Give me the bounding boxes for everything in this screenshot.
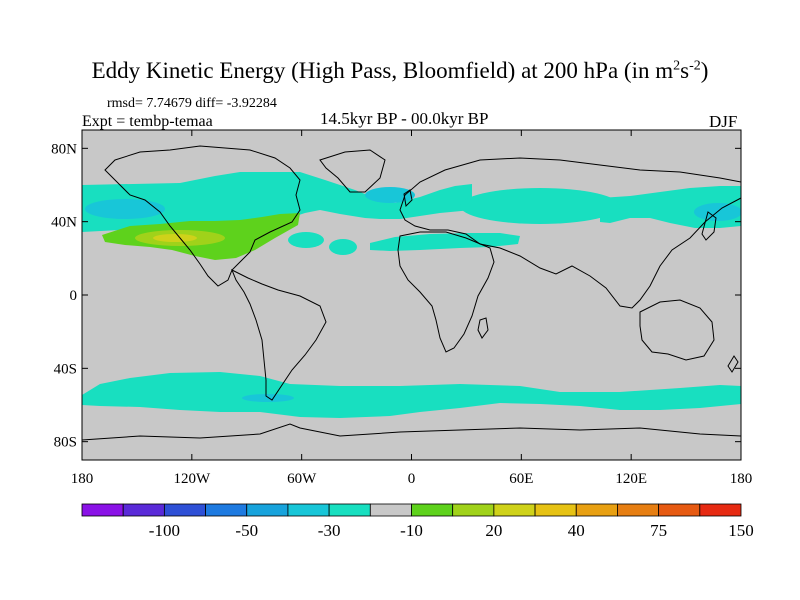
colorbar-label: -10 xyxy=(400,521,423,540)
colorbar-swatch xyxy=(246,503,289,517)
colorbar-label: -50 xyxy=(235,521,258,540)
colorbar: -100 -50 -30 -10 20 40 75 150 xyxy=(81,503,754,540)
colorbar-label: 20 xyxy=(485,521,502,540)
colorbar-swatch xyxy=(534,503,577,517)
colorbar-swatch xyxy=(163,503,206,517)
colorbar-swatch xyxy=(328,503,371,517)
pacific-blue xyxy=(85,199,165,219)
colorbar-swatch xyxy=(699,503,742,517)
sh-blue xyxy=(242,394,294,402)
colorbar-swatch xyxy=(287,503,330,517)
colorbar-swatch xyxy=(122,503,165,517)
colorbar-swatch xyxy=(617,503,660,517)
colorbar-swatch xyxy=(205,503,248,517)
nh-band-west xyxy=(82,172,472,232)
period-label: 14.5kyr BP - 00.0kyr BP xyxy=(320,109,489,128)
japan-blue xyxy=(694,203,741,221)
lat-tick-label: 80N xyxy=(51,141,77,157)
season-label: DJF xyxy=(709,112,738,131)
colorbar-swatch xyxy=(369,503,412,517)
colorbar-swatch xyxy=(575,503,618,517)
lon-tick-label: 180 xyxy=(71,471,94,487)
colorbar-swatch xyxy=(658,503,701,517)
atlantic-band xyxy=(370,233,520,251)
colorbar-label: -100 xyxy=(149,521,180,540)
latitude-axis: 80N 40N 0 40S 80S xyxy=(51,141,741,451)
mid-atlantic-blob xyxy=(329,239,357,255)
lon-tick-label: 120W xyxy=(173,471,211,487)
lon-tick-label: 60E xyxy=(509,471,533,487)
colorbar-label: 75 xyxy=(650,521,667,540)
lon-tick-label: 60W xyxy=(287,471,317,487)
stats-label: rmsd= 7.74679 diff= -3.92284 xyxy=(107,96,277,111)
plot-title: Eddy Kinetic Energy (High Pass, Bloomfie… xyxy=(91,58,709,83)
colorbar-swatch xyxy=(493,503,536,517)
atlantic-blob xyxy=(288,232,324,248)
lon-tick-label: 180 xyxy=(730,471,753,487)
colorbar-swatch xyxy=(452,503,495,517)
lat-tick-label: 0 xyxy=(70,288,78,304)
lat-tick-label: 80S xyxy=(54,435,77,451)
na-yellow xyxy=(153,234,197,242)
lat-tick-label: 40S xyxy=(54,361,77,377)
lon-tick-label: 0 xyxy=(408,471,416,487)
sh-band xyxy=(82,372,741,418)
colorbar-label: -30 xyxy=(318,521,341,540)
colorbar-label: 40 xyxy=(568,521,585,540)
greenland-blue xyxy=(365,187,415,203)
nh-band-center xyxy=(460,188,620,224)
longitude-axis: 180 120W 60W 0 60E 120E 180 xyxy=(71,130,753,487)
lat-tick-label: 40N xyxy=(51,215,77,231)
colorbar-label: 150 xyxy=(728,521,754,540)
lon-tick-label: 120E xyxy=(615,471,647,487)
colorbar-swatch xyxy=(411,503,454,517)
colorbar-swatch xyxy=(81,503,124,517)
coastlines xyxy=(82,145,741,441)
experiment-label: Expt = tembp-temaa xyxy=(82,113,213,130)
